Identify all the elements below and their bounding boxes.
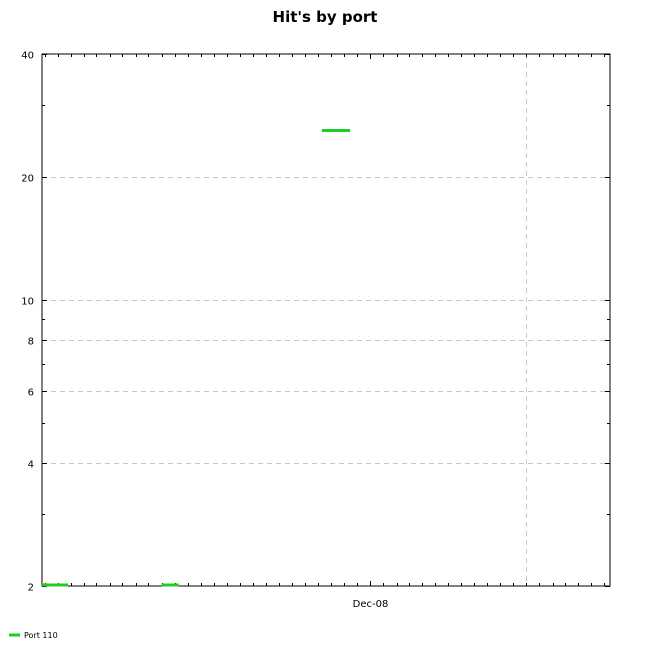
y-tick-label: 10 bbox=[21, 297, 34, 308]
legend: Port 110 bbox=[9, 631, 58, 640]
y-tick-label: 8 bbox=[28, 337, 34, 348]
chart-title: Hit's by port bbox=[273, 8, 378, 26]
y-tick-label: 40 bbox=[21, 51, 34, 62]
axis-ticks: 2 4 6 8 10 20 40 Dec-08 bbox=[21, 51, 610, 610]
y-tick-label: 4 bbox=[28, 460, 34, 471]
legend-label: Port 110 bbox=[24, 631, 58, 640]
y-tick-label: 2 bbox=[28, 583, 34, 594]
plot-area-frame bbox=[41, 53, 611, 587]
x-tick-label: Dec-08 bbox=[353, 599, 389, 610]
series-layer bbox=[42, 129, 351, 587]
y-tick-label: 20 bbox=[21, 174, 34, 185]
grid-lines bbox=[42, 54, 610, 586]
y-tick-label: 6 bbox=[28, 388, 34, 399]
